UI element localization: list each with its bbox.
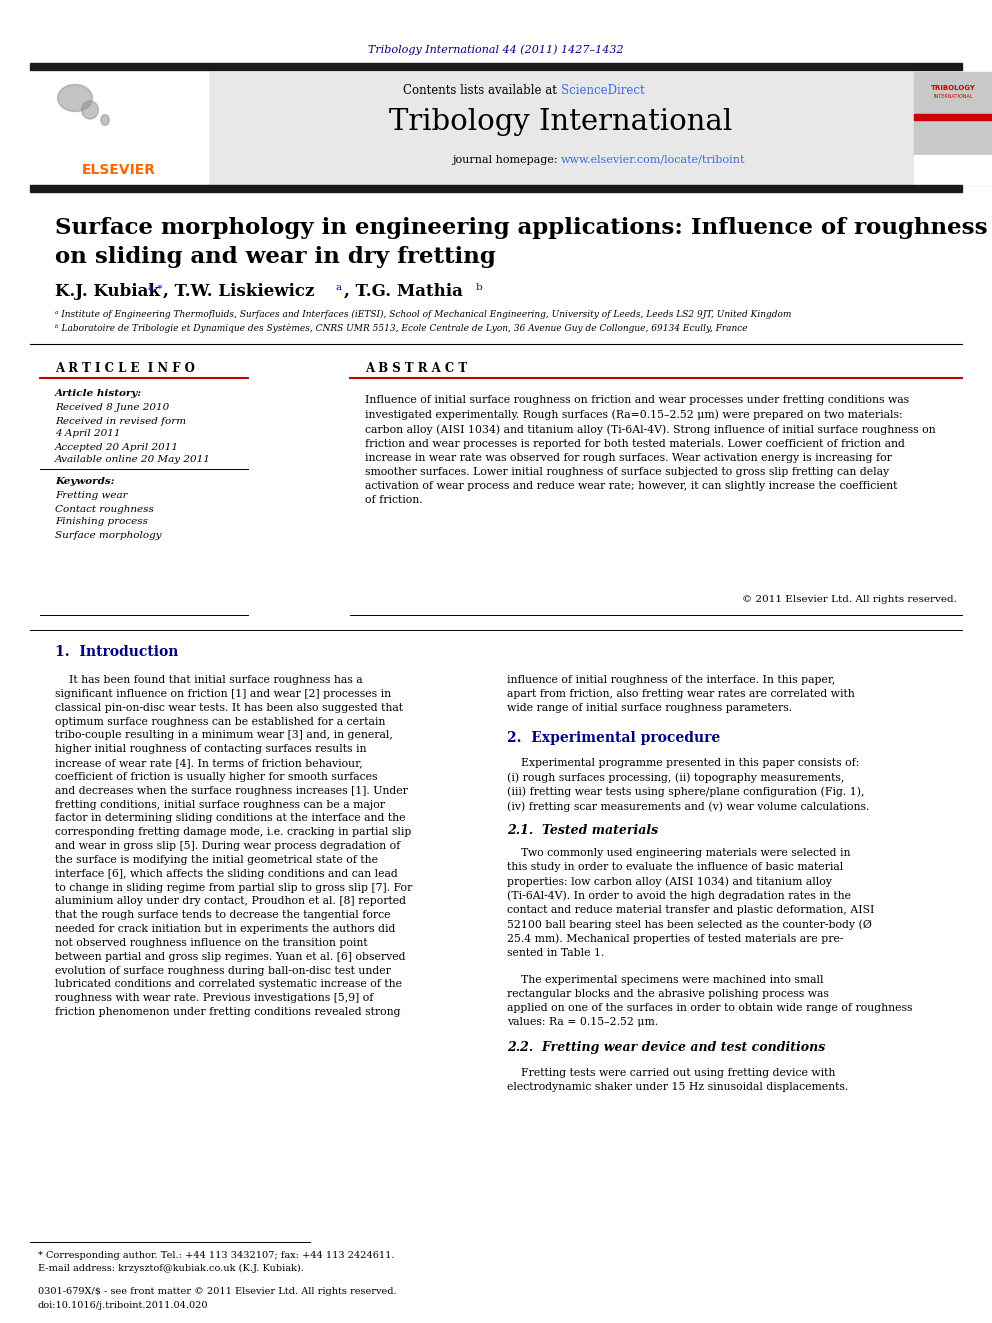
Bar [914, 155, 992, 185]
Bar [30, 185, 962, 192]
Text: © 2011 Elsevier Ltd. All rights reserved.: © 2011 Elsevier Ltd. All rights reserved… [742, 595, 957, 605]
Text: a,∗: a,∗ [148, 283, 165, 291]
Text: ᵃ Institute of Engineering Thermofluids, Surfaces and Interfaces (iETSI), School: ᵃ Institute of Engineering Thermofluids,… [55, 310, 792, 319]
Text: , T.W. Liskiewicz: , T.W. Liskiewicz [163, 283, 314, 299]
Text: 2.2.  Fretting wear device and test conditions: 2.2. Fretting wear device and test condi… [507, 1041, 825, 1054]
Ellipse shape [101, 115, 109, 126]
Text: Accepted 20 April 2011: Accepted 20 April 2011 [55, 442, 179, 451]
Text: Received in revised form: Received in revised form [55, 417, 186, 426]
Text: It has been found that initial surface roughness has a
significant influence on : It has been found that initial surface r… [55, 675, 413, 1017]
Text: Contents lists available at: Contents lists available at [404, 83, 561, 97]
Text: Available online 20 May 2011: Available online 20 May 2011 [55, 455, 211, 464]
Text: ᵇ Laboratoire de Tribologie et Dynamique des Systèmes, CNRS UMR 5513, Ecole Cent: ᵇ Laboratoire de Tribologie et Dynamique… [55, 323, 748, 333]
Text: INTERNATIONAL: INTERNATIONAL [933, 94, 973, 99]
Text: Experimental programme presented in this paper consists of:
(i) rough surfaces p: Experimental programme presented in this… [507, 758, 869, 812]
Text: E-mail address: krzysztof@kubiak.co.uk (K.J. Kubiak).: E-mail address: krzysztof@kubiak.co.uk (… [38, 1263, 304, 1273]
Text: www.elsevier.com/locate/triboint: www.elsevier.com/locate/triboint [561, 155, 746, 165]
Text: influence of initial roughness of the interface. In this paper,
apart from frict: influence of initial roughness of the in… [507, 675, 855, 713]
Bar [208, 71, 914, 185]
Text: Fretting tests were carried out using fretting device with
electrodynamic shaker: Fretting tests were carried out using fr… [507, 1068, 848, 1091]
Ellipse shape [81, 101, 98, 119]
Text: A B S T R A C T: A B S T R A C T [365, 361, 467, 374]
Bar [30, 71, 208, 185]
Text: Received 8 June 2010: Received 8 June 2010 [55, 404, 170, 413]
Text: 4 April 2011: 4 April 2011 [55, 430, 120, 438]
Text: journal homepage:: journal homepage: [452, 155, 561, 165]
Text: 2.1.  Tested materials: 2.1. Tested materials [507, 823, 658, 836]
Text: on sliding and wear in dry fretting: on sliding and wear in dry fretting [55, 246, 496, 269]
Text: Two commonly used engineering materials were selected in
this study in order to : Two commonly used engineering materials … [507, 848, 874, 958]
Text: a: a [336, 283, 342, 291]
Ellipse shape [58, 85, 92, 111]
Text: Surface morphology: Surface morphology [55, 531, 162, 540]
Text: 0301-679X/$ - see front matter © 2011 Elsevier Ltd. All rights reserved.: 0301-679X/$ - see front matter © 2011 El… [38, 1286, 397, 1295]
Text: Fretting wear: Fretting wear [55, 492, 128, 500]
Text: ScienceDirect: ScienceDirect [561, 83, 645, 97]
Text: doi:10.1016/j.triboint.2011.04.020: doi:10.1016/j.triboint.2011.04.020 [38, 1301, 208, 1310]
Text: TRIBOLOGY: TRIBOLOGY [930, 85, 975, 91]
Text: Finishing process: Finishing process [55, 517, 148, 527]
Text: 1.  Introduction: 1. Introduction [55, 646, 179, 659]
Text: Keywords:: Keywords: [55, 478, 115, 487]
Text: Surface morphology in engineering applications: Influence of roughness: Surface morphology in engineering applic… [55, 217, 988, 239]
Text: , T.G. Mathia: , T.G. Mathia [344, 283, 463, 299]
Text: Article history:: Article history: [55, 389, 142, 398]
Text: Contact roughness: Contact roughness [55, 504, 154, 513]
Text: Tribology International: Tribology International [390, 108, 733, 136]
Text: A R T I C L E  I N F O: A R T I C L E I N F O [55, 361, 194, 374]
Text: ELSEVIER: ELSEVIER [82, 163, 156, 177]
Text: K.J. Kubiak: K.J. Kubiak [55, 283, 160, 299]
Text: Influence of initial surface roughness on friction and wear processes under fret: Influence of initial surface roughness o… [365, 396, 935, 504]
Text: Tribology International 44 (2011) 1427–1432: Tribology International 44 (2011) 1427–1… [368, 45, 624, 56]
Text: b: b [476, 283, 483, 291]
Bar [914, 114, 992, 120]
Text: The experimental specimens were machined into small
rectangular blocks and the a: The experimental specimens were machined… [507, 975, 913, 1027]
Text: 2.  Experimental procedure: 2. Experimental procedure [507, 732, 720, 745]
Bar [914, 71, 992, 185]
Text: * Corresponding author. Tel.: +44 113 3432107; fax: +44 113 2424611.: * Corresponding author. Tel.: +44 113 34… [38, 1250, 395, 1259]
Bar [30, 64, 962, 70]
